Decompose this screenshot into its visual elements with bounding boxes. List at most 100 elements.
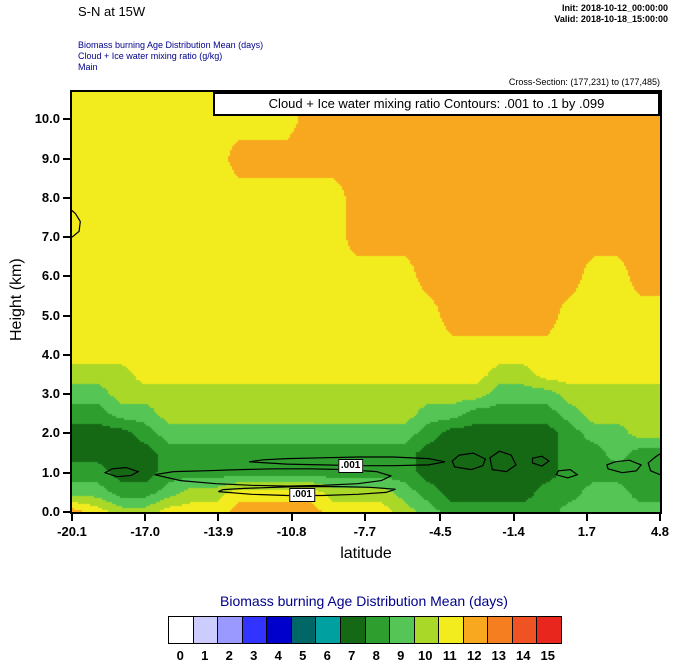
colorbar-tick-label: 11	[442, 648, 457, 663]
y-axis-tick-label: 4.0	[41, 346, 60, 362]
colorbar-box	[414, 617, 440, 643]
colorbar-box	[218, 617, 243, 643]
colorbar-tick-label: 12	[467, 648, 482, 663]
colorbar-tick-label: 7	[348, 648, 356, 663]
colorbar-box	[169, 617, 194, 643]
x-axis-tick-label: 1.7	[577, 524, 596, 539]
field-line-1: Biomass burning Age Distribution Mean (d…	[78, 40, 264, 50]
colorbar-box	[193, 617, 219, 643]
x-axis-tick-label: -7.7	[353, 524, 377, 539]
y-axis-tick-label: 9.0	[41, 150, 60, 166]
y-axis-tick-label: 10.0	[34, 111, 60, 127]
field-description: Biomass burning Age Distribution Mean (d…	[78, 40, 263, 73]
cloud-contour-line	[531, 455, 551, 467]
colorbar-box	[463, 617, 489, 643]
colorbar-tick-label: 10	[418, 648, 433, 663]
contour-value-label: .001	[289, 487, 315, 502]
contour-value-label: .001	[337, 458, 364, 473]
cloud-contour-line	[451, 452, 487, 471]
colorbar-box	[439, 617, 464, 643]
cloud-contour-line	[647, 453, 660, 476]
colorbar-box	[537, 617, 561, 643]
colorbar-box	[340, 617, 366, 643]
colorbar-tick-label: 6	[323, 648, 331, 663]
y-axis-tick	[63, 196, 70, 199]
y-axis-tick	[63, 471, 70, 474]
cloud-contour-line	[154, 468, 393, 487]
colorbar	[168, 616, 562, 644]
y-axis-tick	[63, 393, 70, 396]
x-axis-tick	[363, 514, 366, 521]
cloud-contour-overlay	[72, 210, 660, 497]
colorbar-box	[512, 617, 538, 643]
x-axis-tick-label: 4.8	[650, 524, 670, 539]
colorbar-tick-label: 1	[201, 648, 209, 663]
valid-time: Valid: 2018-10-18_15:00:00	[554, 14, 668, 24]
cloud-contour-line	[489, 450, 517, 473]
field-line-2: Cloud + Ice water mixing ratio (g/kg)	[78, 51, 223, 61]
x-axis-tick	[144, 514, 147, 521]
colorbar-tick-labels: 0 1 2 3 4 5 6 7 8 9 10 11 12 13 14 15	[168, 648, 560, 663]
x-axis-tick-label: -17.0	[130, 524, 161, 539]
colorbar-tick-label: 15	[540, 648, 555, 663]
colorbar-tick-label: 13	[491, 648, 506, 663]
model-run-times: Init: 2018-10-12_00:00:00 Valid: 2018-10…	[554, 3, 668, 25]
y-axis-tick-label: 5.0	[41, 307, 60, 323]
colorbar-tick-label: 2	[225, 648, 233, 663]
colorbar-box	[291, 617, 317, 643]
colorbar-box	[488, 617, 513, 643]
colorbar-tick-label: 0	[176, 648, 184, 663]
y-axis-tick	[63, 314, 70, 317]
x-axis-tick-label: -20.1	[57, 524, 87, 539]
field-line-3: Main	[78, 62, 98, 72]
colorbar-box	[390, 617, 415, 643]
y-axis-tick-label: 8.0	[41, 189, 60, 205]
x-axis-tick	[290, 514, 293, 521]
x-axis-tick-label: -1.4	[502, 524, 525, 539]
x-axis-label: latitude	[340, 545, 392, 562]
colorbar-box	[242, 617, 268, 643]
y-axis-tick	[63, 511, 70, 513]
cloud-contour-line	[218, 485, 396, 497]
cloud-contour-line	[606, 459, 643, 474]
colorbar-tick-label: 14	[516, 648, 531, 663]
y-axis-tick-label: 1.0	[41, 464, 60, 480]
colorbar-tick-label: 9	[397, 648, 405, 663]
colorbar-tick-label: 3	[250, 648, 258, 663]
cloud-contour-line	[103, 466, 140, 478]
x-axis-tick	[439, 514, 442, 521]
colorbar-tick-label: 5	[299, 648, 307, 663]
init-time: Init: 2018-10-12_00:00:00	[561, 3, 668, 13]
x-axis-tick-label: -10.8	[276, 524, 307, 539]
x-axis-tick	[585, 514, 588, 521]
y-axis-tick	[63, 275, 70, 278]
cloud-contour-line	[555, 468, 579, 479]
x-axis-tick	[217, 514, 220, 521]
plot-area: Cloud + Ice water mixing ratio Contours:…	[70, 90, 662, 514]
x-axis-tick-label: -13.9	[203, 524, 234, 539]
cloud-contour-line	[249, 456, 446, 467]
y-axis-tick-label: 2.0	[41, 425, 60, 441]
y-axis-tick	[63, 432, 70, 435]
y-axis-tick	[63, 236, 70, 239]
y-axis-tick-label: 7.0	[41, 229, 60, 245]
y-axis-tick-label: 0.0	[41, 504, 60, 519]
y-axis-tick	[63, 353, 70, 356]
contour-info-box: Cloud + Ice water mixing ratio Contours:…	[213, 92, 660, 116]
cross-section-coords: Cross-Section: (177,231) to (177,485)	[508, 77, 660, 87]
colorbar-box	[365, 617, 391, 643]
y-axis-tick-label: 3.0	[41, 386, 60, 402]
y-axis-tick-label: 6.0	[41, 268, 60, 284]
colorbar-box	[267, 617, 292, 643]
cloud-contour-line	[72, 210, 81, 238]
y-axis-tick	[63, 118, 70, 121]
x-axis-tick	[71, 514, 73, 521]
colorbar-tick-label: 4	[274, 648, 282, 663]
x-axis-tick	[512, 514, 515, 521]
y-axis-tick	[63, 157, 70, 160]
page-title: S-N at 15W	[78, 4, 146, 19]
x-axis-tick-label: -4.5	[429, 524, 452, 539]
x-axis-tick	[659, 514, 661, 521]
colorbar-title: Biomass burning Age Distribution Mean (d…	[220, 593, 508, 609]
